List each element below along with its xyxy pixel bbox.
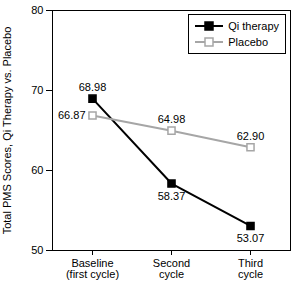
svg-text:70: 70 — [31, 84, 43, 96]
svg-text:Baseline(first cycle): Baseline(first cycle) — [66, 257, 119, 280]
svg-text:53.07: 53.07 — [237, 232, 265, 244]
html-text:Qi therapy: Qi therapy — [228, 20, 279, 32]
svg-text:64.98: 64.98 — [158, 113, 186, 125]
svg-text:66.87: 66.87 — [58, 109, 86, 121]
svg-text:62.90: 62.90 — [237, 130, 265, 142]
svg-text:80: 80 — [31, 4, 43, 16]
svg-text:60: 60 — [31, 164, 43, 176]
svg-text:Secondcycle: Secondcycle — [153, 257, 190, 280]
svg-text:68.98: 68.98 — [79, 81, 107, 93]
svg-text:Total PMS Scores, Qi Therapy v: Total PMS Scores, Qi Therapy vs. Placebo — [1, 27, 13, 235]
svg-text:58.37: 58.37 — [158, 190, 186, 202]
html-text:Placebo: Placebo — [228, 36, 268, 48]
svg-text:Thirdcycle: Thirdcycle — [238, 257, 263, 280]
svg-text:50: 50 — [31, 244, 43, 256]
